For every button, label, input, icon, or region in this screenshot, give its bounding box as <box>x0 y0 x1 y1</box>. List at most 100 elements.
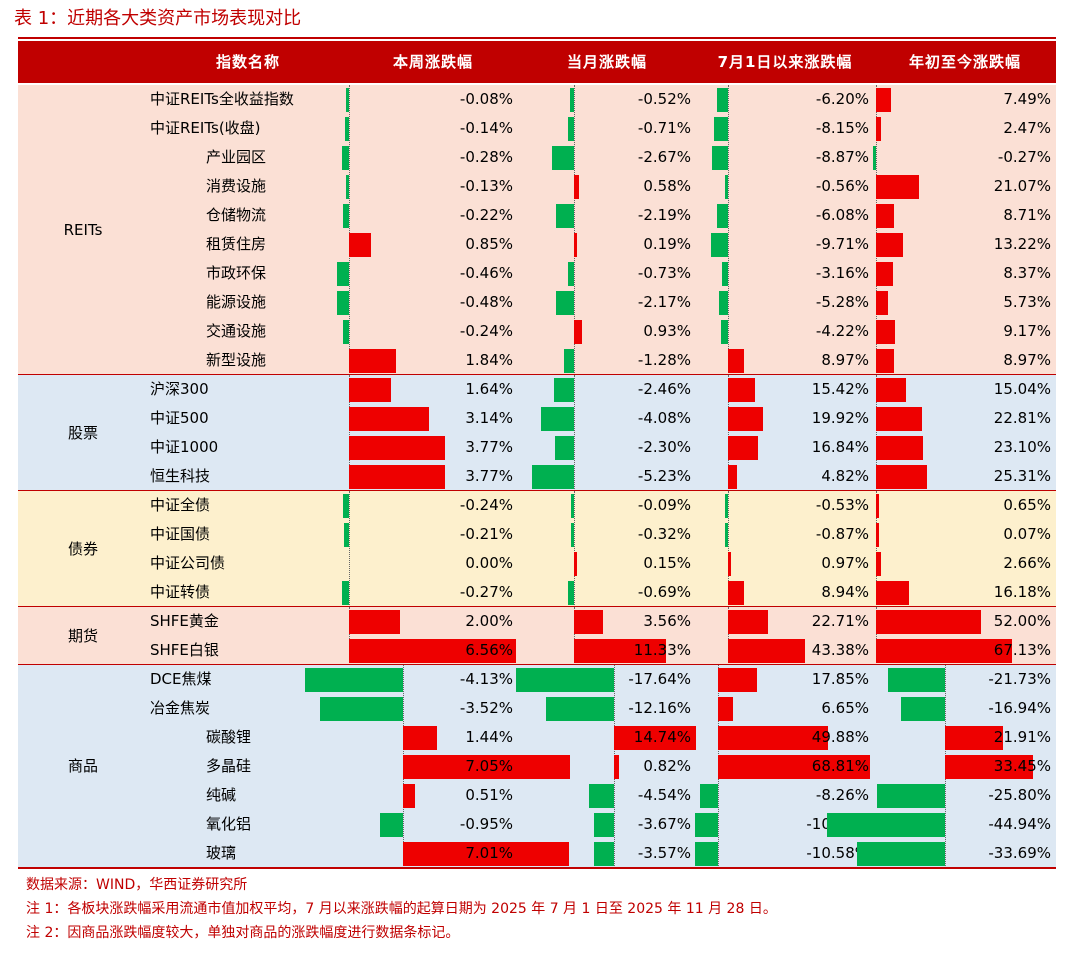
index-name: SHFE白银 <box>150 641 219 659</box>
index-name: 中证转债 <box>150 583 211 601</box>
index-name: 租赁住房 <box>206 235 267 253</box>
value-bar <box>349 407 429 431</box>
index-name: 中证1000 <box>150 438 219 456</box>
value-bar <box>341 146 349 170</box>
bar-axis <box>574 85 575 375</box>
value-label: -2.67% <box>637 148 691 166</box>
value-bar <box>403 842 570 866</box>
value-label: -0.21% <box>459 525 513 543</box>
value-bar <box>710 233 728 257</box>
value-bar <box>336 291 349 315</box>
value-label: 19.92% <box>811 409 869 427</box>
value-bar <box>574 639 666 663</box>
value-label: 7.49% <box>1003 90 1051 108</box>
value-label: -4.54% <box>637 786 691 804</box>
value-bar <box>718 726 829 750</box>
value-label: 13.22% <box>993 235 1051 253</box>
footnote-2: 注 2：因商品涨跌幅度较大，单独对商品的涨跌幅度进行数据条标记。 <box>26 925 460 941</box>
index-name: 交通设施 <box>206 322 267 340</box>
index-name: DCE焦煤 <box>150 670 212 688</box>
value-label: -5.23% <box>637 467 691 485</box>
value-bar <box>887 668 945 692</box>
value-bar <box>728 581 744 605</box>
value-bar <box>569 88 574 112</box>
value-label: -0.22% <box>459 206 513 224</box>
value-bar <box>728 436 758 460</box>
index-name: 产业园区 <box>206 148 267 166</box>
value-bar <box>728 378 756 402</box>
value-label: -0.46% <box>459 264 513 282</box>
value-label: 8.97% <box>821 351 869 369</box>
value-label: 0.82% <box>643 757 691 775</box>
index-name: 中证公司债 <box>150 554 226 572</box>
value-bar <box>349 639 516 663</box>
value-bar <box>349 436 445 460</box>
value-bar <box>716 88 728 112</box>
value-label: 8.94% <box>821 583 869 601</box>
value-label: -6.08% <box>815 206 869 224</box>
value-label: 0.65% <box>1003 496 1051 514</box>
category-label: REITs <box>63 221 103 239</box>
bar-axis <box>349 607 350 665</box>
value-label: -44.94% <box>988 815 1051 833</box>
value-label: 3.14% <box>465 409 513 427</box>
section-4: 商品 DCE焦煤 -4.13% -17.64% 17.85% -21.73% 冶金焦炭 -3.… <box>18 665 1056 868</box>
value-label: -0.95% <box>459 815 513 833</box>
value-label: 67.13% <box>993 641 1051 659</box>
index-name: 碳酸锂 <box>206 728 252 746</box>
value-label: -3.67% <box>637 815 691 833</box>
value-bar <box>346 88 349 112</box>
value-bar <box>876 291 888 315</box>
value-label: -0.53% <box>815 496 869 514</box>
value-bar <box>555 436 574 460</box>
bar-axis <box>876 375 877 491</box>
value-bar <box>876 639 1012 663</box>
value-bar <box>571 494 574 518</box>
value-label: 3.56% <box>643 612 691 630</box>
value-label: 21.07% <box>993 177 1051 195</box>
value-bar <box>713 117 728 141</box>
value-label: -0.52% <box>637 90 691 108</box>
bar-axis <box>876 85 877 375</box>
value-label: -3.16% <box>815 264 869 282</box>
value-label: 68.81% <box>811 757 869 775</box>
value-bar <box>568 581 574 605</box>
category-label: 期货 <box>67 627 98 645</box>
value-label: -10.58% <box>806 844 869 862</box>
value-bar <box>900 697 945 721</box>
value-bar <box>718 755 870 779</box>
value-bar <box>349 349 396 373</box>
value-bar <box>552 146 574 170</box>
value-bar <box>717 204 728 228</box>
value-label: 8.37% <box>1003 264 1051 282</box>
value-bar <box>876 552 882 576</box>
bar-axis <box>349 491 350 607</box>
section-2: 债券 中证全债 -0.24% -0.09% -0.53% 0.65% 中证国债 -0.21% -… <box>18 491 1056 607</box>
value-bar <box>343 204 349 228</box>
value-label: 22.71% <box>811 612 869 630</box>
value-label: 4.82% <box>821 467 869 485</box>
value-label: -0.14% <box>459 119 513 137</box>
value-label: 0.15% <box>643 554 691 572</box>
value-label: -5.28% <box>815 293 869 311</box>
value-bar <box>718 668 758 692</box>
value-bar <box>349 610 400 634</box>
value-label: 0.51% <box>465 786 513 804</box>
value-bar <box>574 175 579 199</box>
value-bar <box>380 813 403 837</box>
value-bar <box>540 407 574 431</box>
value-bar <box>403 784 416 808</box>
value-label: 8.71% <box>1003 206 1051 224</box>
value-bar <box>554 378 574 402</box>
value-label: -2.30% <box>637 438 691 456</box>
value-bar <box>319 697 403 721</box>
value-label: 2.47% <box>1003 119 1051 137</box>
value-bar <box>856 842 945 866</box>
index-name: 中证REITs全收益指数 <box>150 90 294 108</box>
value-bar <box>728 465 737 489</box>
section-0: REITs 中证REITs全收益指数 -0.08% -0.52% -6.20% 7.49%… <box>18 85 1056 375</box>
index-name: 仓储物流 <box>206 206 267 224</box>
title-rule <box>18 37 1056 39</box>
value-bar <box>876 407 923 431</box>
value-label: 21.91% <box>993 728 1051 746</box>
